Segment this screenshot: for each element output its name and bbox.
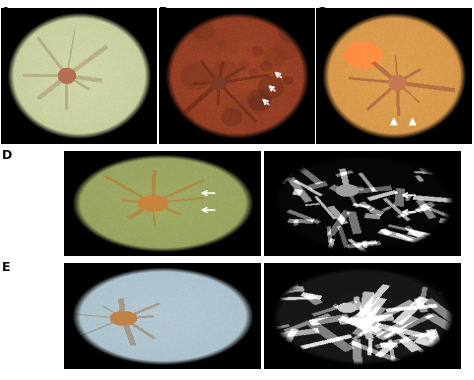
Text: B: B <box>159 6 168 19</box>
Text: E: E <box>1 261 10 274</box>
Text: C: C <box>316 6 325 19</box>
Text: A: A <box>1 6 11 19</box>
Text: D: D <box>1 149 12 162</box>
